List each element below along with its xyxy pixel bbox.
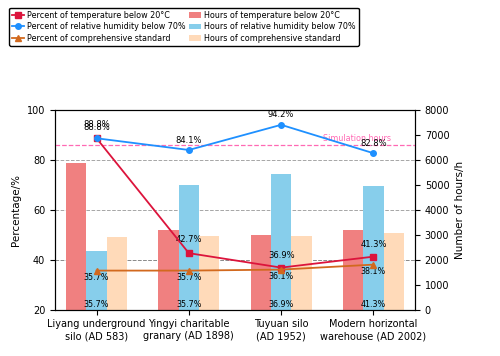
Text: 88.8%: 88.8% — [83, 120, 110, 129]
Legend: Percent of temperature below 20°C, Percent of relative humidity below 70%, Perce: Percent of temperature below 20°C, Perce… — [9, 7, 359, 46]
Text: 84.1%: 84.1% — [176, 136, 202, 145]
Text: 82.8%: 82.8% — [360, 139, 387, 148]
Bar — [271, 174, 291, 310]
Text: 35.7%: 35.7% — [84, 273, 110, 282]
Text: Simulation hours: Simulation hours — [322, 134, 390, 143]
Bar — [66, 163, 86, 310]
Bar — [158, 230, 178, 310]
Text: 41.3%: 41.3% — [360, 240, 386, 249]
Text: 36.9%: 36.9% — [268, 300, 294, 309]
Bar — [250, 235, 271, 310]
Text: 94.2%: 94.2% — [268, 110, 294, 119]
Text: 36.1%: 36.1% — [268, 272, 294, 281]
Text: 35.7%: 35.7% — [176, 300, 202, 309]
Bar — [384, 233, 404, 310]
Text: 36.9%: 36.9% — [268, 251, 294, 260]
Bar — [178, 185, 199, 310]
Text: 35.7%: 35.7% — [84, 300, 110, 309]
Bar — [106, 237, 127, 310]
Text: 88.8%: 88.8% — [83, 122, 110, 132]
Y-axis label: Percentage/%: Percentage/% — [12, 174, 22, 246]
Text: 42.7%: 42.7% — [176, 235, 202, 244]
Bar — [364, 186, 384, 310]
Bar — [86, 251, 106, 310]
Text: 41.3%: 41.3% — [361, 300, 386, 309]
Bar — [343, 230, 363, 310]
Text: 35.7%: 35.7% — [176, 273, 202, 282]
Bar — [292, 236, 312, 310]
Y-axis label: Number of hours/h: Number of hours/h — [455, 161, 465, 259]
Text: 38.1%: 38.1% — [361, 267, 386, 276]
Bar — [199, 236, 220, 310]
